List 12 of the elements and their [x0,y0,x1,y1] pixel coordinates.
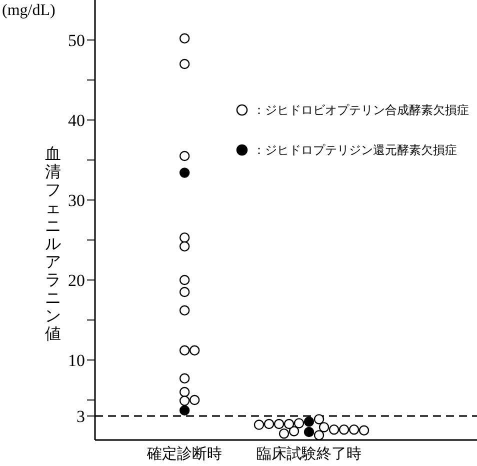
legend-label: ：ジヒドロビオプテリン合成酵素欠損症 [253,102,469,118]
text: (mg/dL) [2,2,56,20]
y-tick-label: 10 [68,351,85,370]
y-tick-label: 50 [68,31,85,50]
y-tick-label: 30 [68,191,85,210]
x-tick-label: 確定診断時 [146,444,222,463]
x-tick-label: 臨床試験終了時 [256,444,362,463]
legend-label: ：ジヒドロプテリジン還元酵素欠損症 [253,142,457,158]
y-tick-label: 3 [76,407,85,426]
y-tick-label: 40 [68,111,85,130]
text: 血清フェニルアラニン値 [45,144,61,343]
y-tick-label: 20 [68,271,85,290]
